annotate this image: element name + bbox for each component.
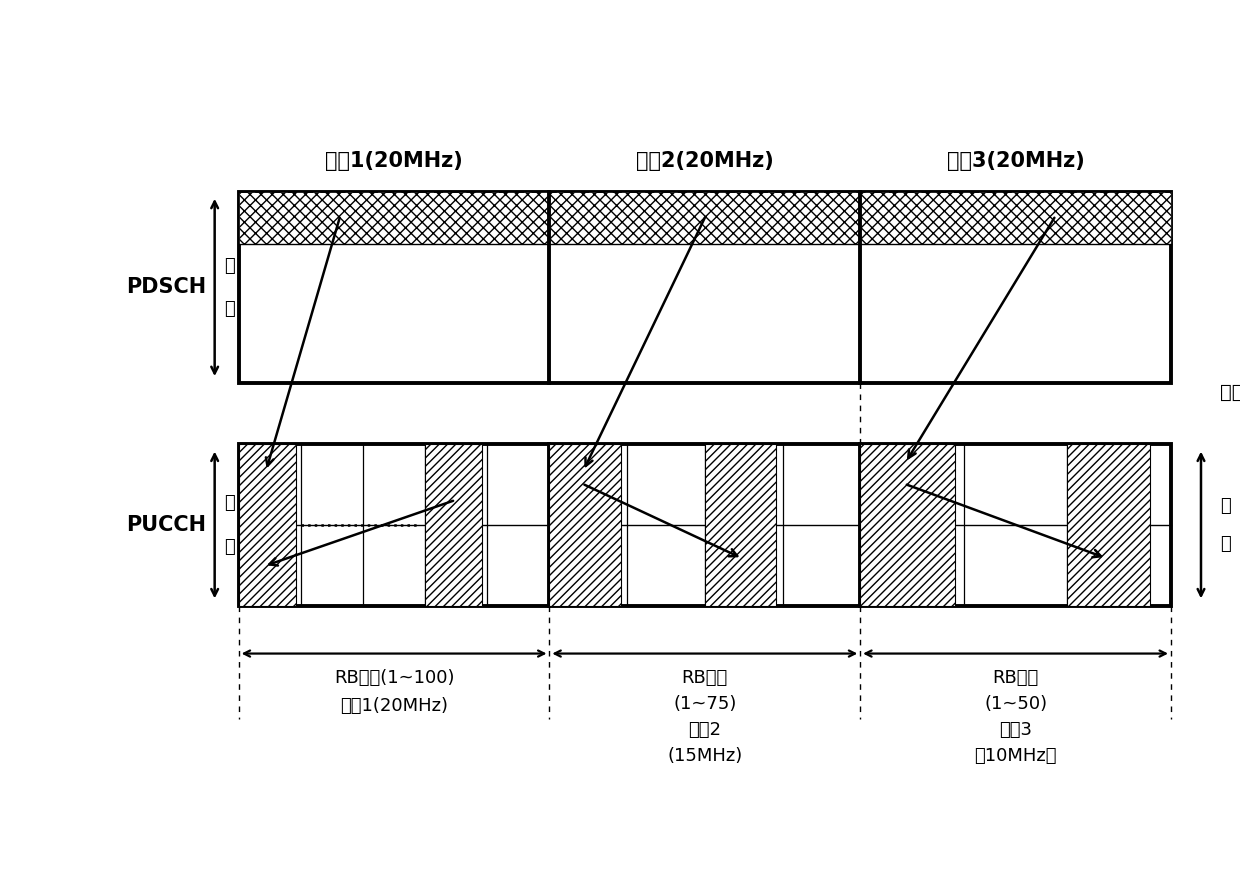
Text: （10MHz）: （10MHz） — [975, 747, 1056, 766]
Text: (1~75): (1~75) — [673, 695, 737, 713]
Text: 宽: 宽 — [1220, 535, 1230, 554]
Text: PUCCH: PUCCH — [126, 515, 207, 535]
Text: RB索引: RB索引 — [992, 669, 1039, 687]
Text: 载刴3(20MHz): 载刴3(20MHz) — [946, 151, 1085, 171]
Text: PDSCH: PDSCH — [126, 277, 207, 297]
Text: 载刴3: 载刴3 — [999, 722, 1032, 739]
Bar — [239, 444, 296, 605]
Text: 序: 序 — [223, 300, 234, 319]
Text: 局: 局 — [223, 257, 234, 275]
Bar — [239, 192, 1171, 384]
Text: (1~50): (1~50) — [985, 695, 1047, 713]
Bar — [704, 444, 776, 605]
Text: 局: 局 — [223, 495, 234, 512]
Text: 带: 带 — [1220, 497, 1230, 515]
Text: 载刴1(20MHz): 载刴1(20MHz) — [340, 697, 448, 715]
Text: RB索引(1~100): RB索引(1~100) — [334, 669, 454, 687]
Text: (15MHz): (15MHz) — [667, 747, 743, 766]
Bar — [861, 444, 956, 605]
Bar — [239, 192, 1171, 244]
Text: RB索引: RB索引 — [682, 669, 728, 687]
Bar — [1068, 444, 1151, 605]
Bar — [239, 444, 1171, 605]
Text: 频率: 频率 — [1220, 383, 1240, 401]
Bar — [549, 444, 621, 605]
Text: 序: 序 — [223, 538, 234, 556]
Bar — [425, 444, 482, 605]
Text: 载刴2(20MHz): 载刴2(20MHz) — [636, 151, 774, 171]
Text: 载刴2: 载刴2 — [688, 722, 722, 739]
Text: 载刴1(20MHz): 载刴1(20MHz) — [325, 151, 463, 171]
